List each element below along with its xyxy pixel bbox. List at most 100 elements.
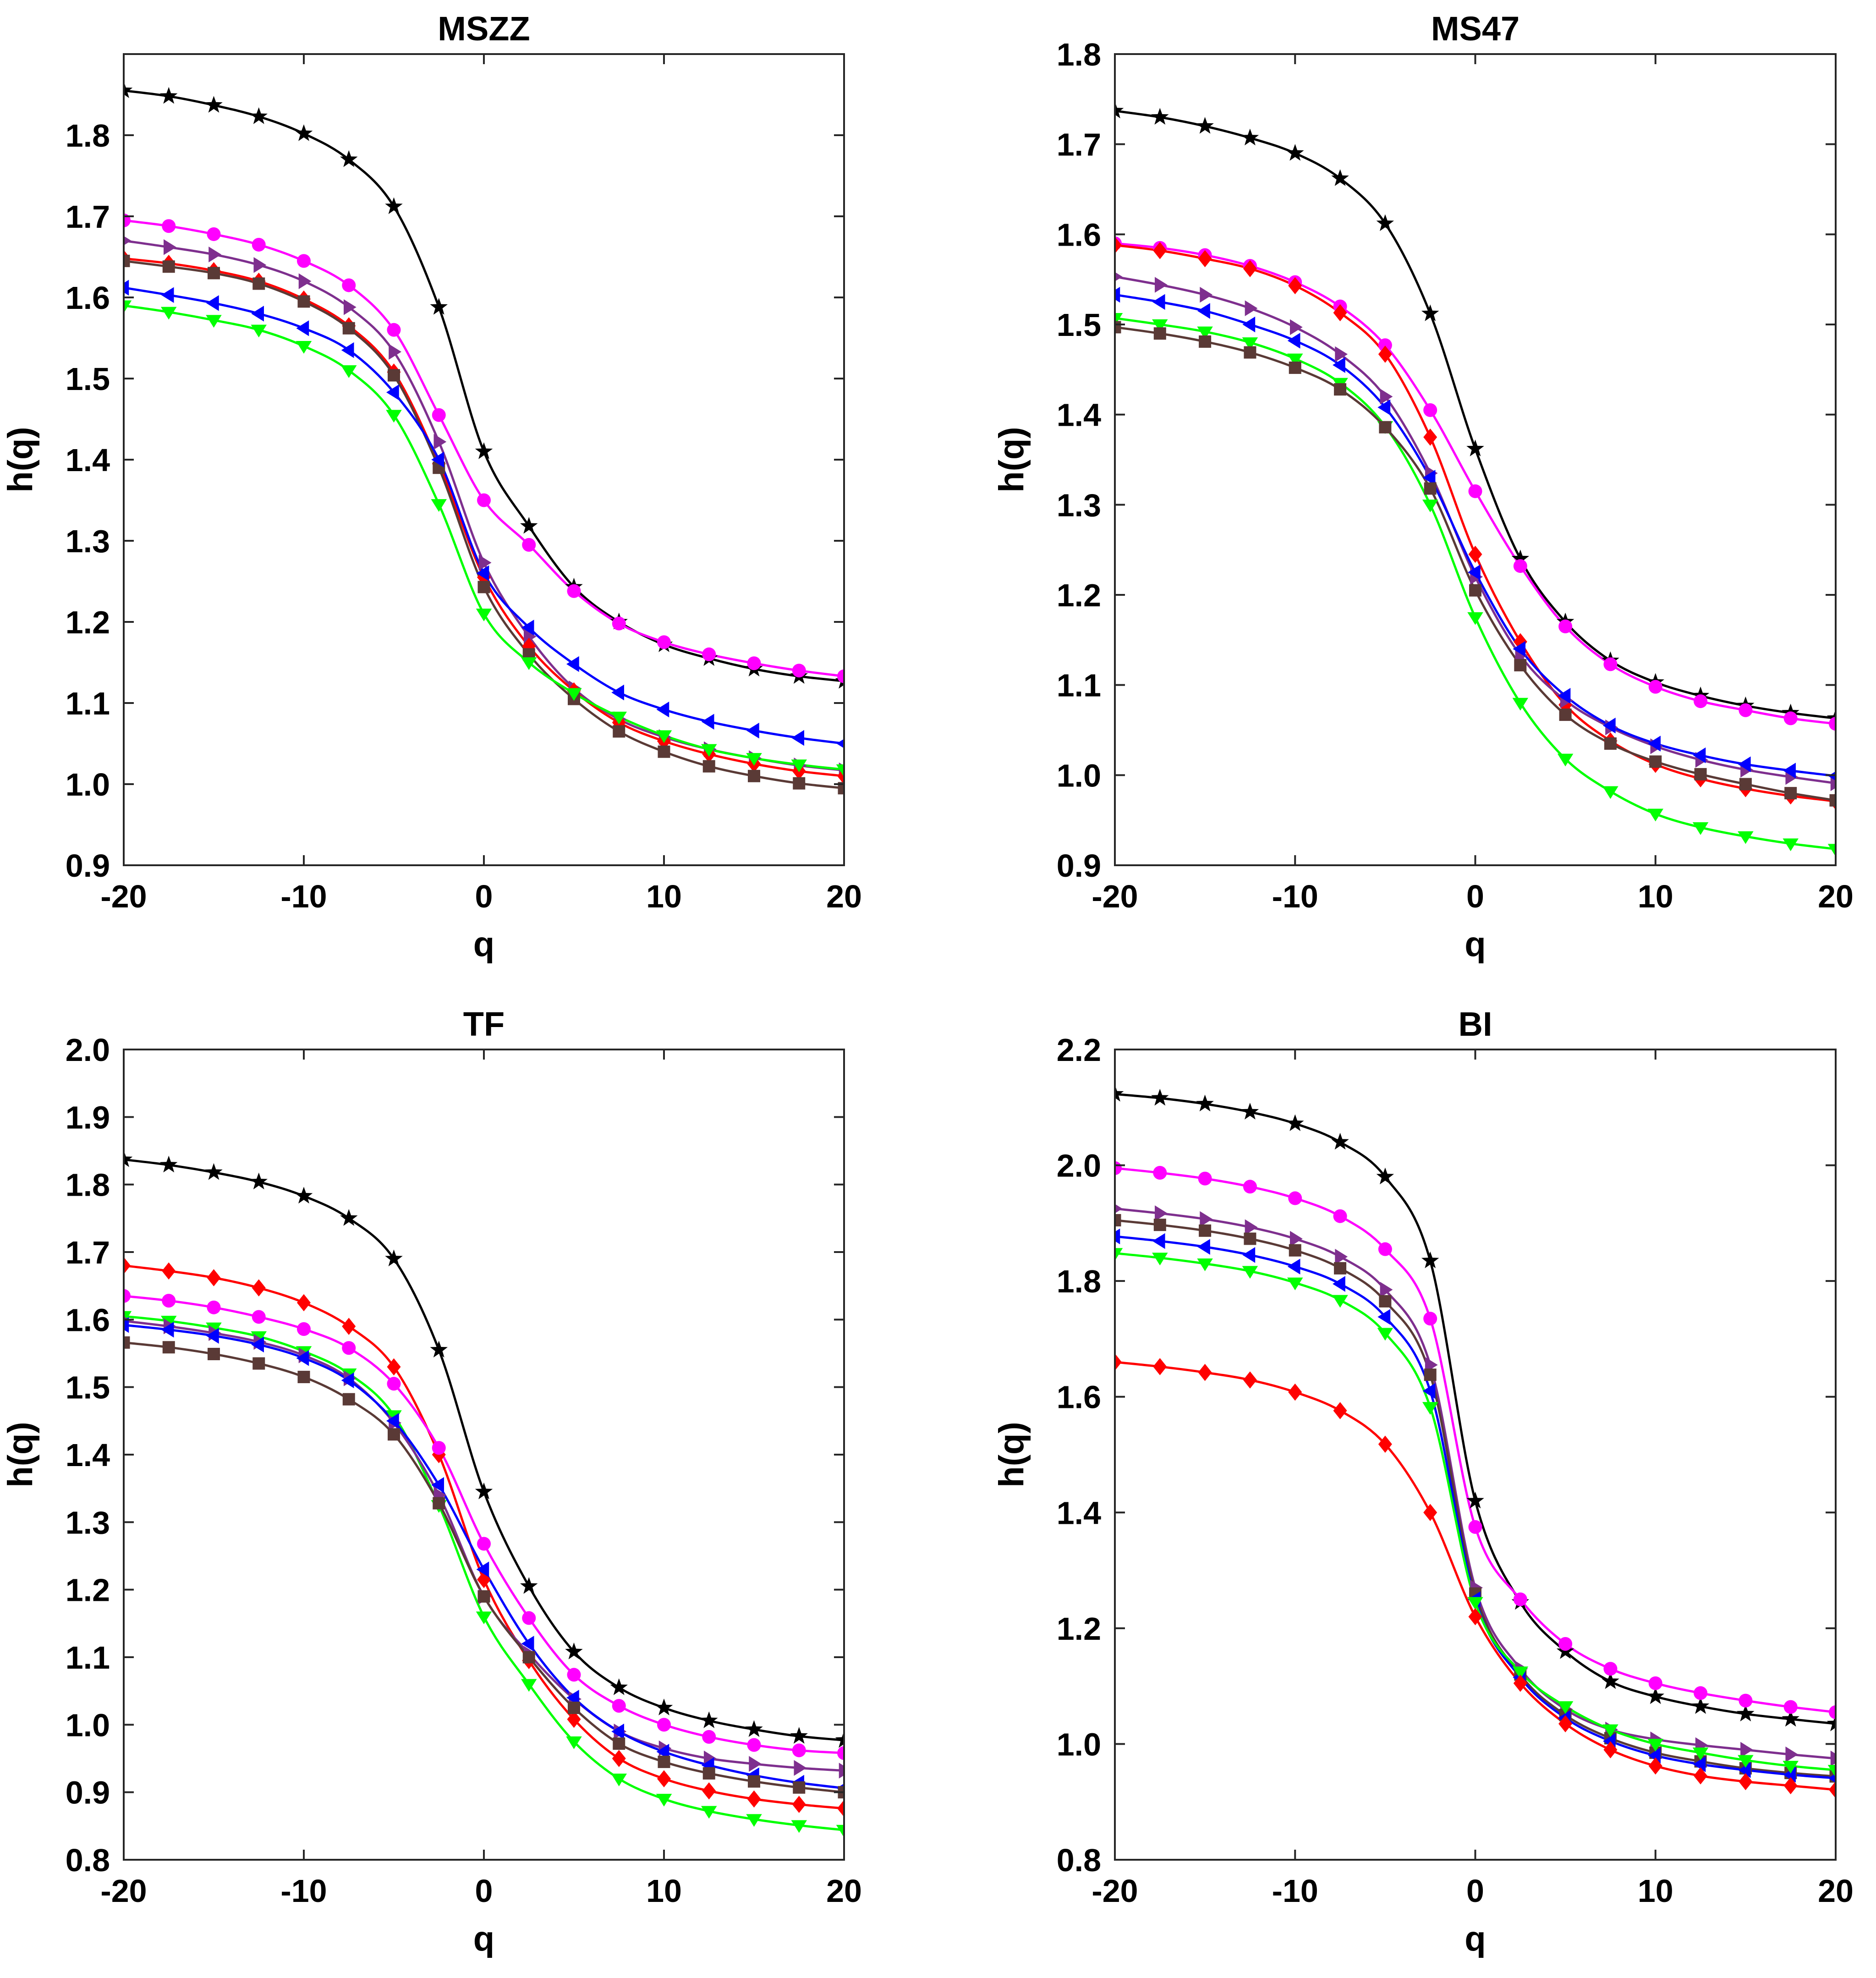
data-point-brown <box>1379 421 1392 434</box>
data-point-magenta <box>522 538 536 552</box>
data-point-green <box>791 759 807 773</box>
data-point-black <box>520 1577 538 1594</box>
x-tick-label: -20 <box>100 1873 147 1909</box>
data-point-blue <box>296 1350 309 1366</box>
data-point-blue <box>1648 1747 1661 1764</box>
data-point-green <box>1115 1248 1123 1261</box>
data-point-black <box>1782 1709 1799 1727</box>
data-point-blue <box>161 287 174 303</box>
data-point-purple <box>208 246 221 263</box>
data-point-red <box>1558 1715 1573 1732</box>
data-point-green <box>1692 822 1709 835</box>
data-point-magenta <box>657 635 671 649</box>
data-point-magenta <box>792 664 806 678</box>
data-point-blue <box>341 342 354 358</box>
data-point-magenta <box>207 1300 221 1314</box>
data-point-black <box>205 96 223 113</box>
y-tick-label: 1.9 <box>66 1099 110 1135</box>
data-point-red <box>837 1800 844 1817</box>
data-point-black <box>1646 1687 1664 1704</box>
data-point-brown <box>1784 787 1797 800</box>
data-point-brown <box>162 1341 175 1354</box>
data-point-blue <box>1513 641 1526 657</box>
y-tick-label: 2.2 <box>1057 1032 1101 1068</box>
data-point-brown <box>1424 482 1437 495</box>
data-point-green <box>1692 1747 1709 1760</box>
data-point-black <box>1827 1714 1836 1731</box>
data-point-black <box>745 1720 763 1737</box>
y-tick-label: 1.2 <box>66 1572 110 1608</box>
data-point-magenta <box>297 254 311 268</box>
data-point-magenta <box>1783 1700 1798 1714</box>
x-tick-label: 20 <box>1818 879 1854 914</box>
y-tick-label: 1.8 <box>1057 37 1101 72</box>
data-point-black <box>1376 214 1394 231</box>
data-point-purple <box>433 434 447 450</box>
y-tick-label: 0.8 <box>1057 1842 1101 1878</box>
data-point-magenta <box>342 1341 356 1355</box>
data-point-magenta <box>1333 1209 1347 1223</box>
data-point-blue <box>124 1317 129 1333</box>
y-tick-label: 1.7 <box>66 199 110 235</box>
data-point-brown <box>208 1347 220 1360</box>
data-point-red <box>1603 1741 1618 1758</box>
data-point-brown <box>1289 361 1301 374</box>
y-tick-label: 0.9 <box>66 848 110 884</box>
data-point-brown <box>342 1393 355 1406</box>
y-tick-label: 1.2 <box>1057 1611 1101 1647</box>
data-point-magenta <box>432 408 446 422</box>
data-point-black <box>1331 169 1349 186</box>
data-point-black <box>835 1731 844 1748</box>
data-point-magenta <box>1648 680 1662 694</box>
data-point-blue <box>1152 1233 1165 1249</box>
data-point-green <box>1647 1739 1663 1752</box>
data-point-red <box>1468 1608 1482 1626</box>
data-point-red <box>1783 1777 1798 1795</box>
data-point-magenta <box>1694 694 1708 709</box>
y-tick-label: 1.5 <box>1057 307 1101 343</box>
y-tick-label: 1.5 <box>66 361 110 397</box>
data-point-black <box>1737 1704 1755 1722</box>
data-point-purple <box>298 273 312 289</box>
data-point-magenta <box>747 656 761 670</box>
data-point-blue <box>1152 294 1165 310</box>
data-point-green <box>701 1806 717 1819</box>
data-point-green <box>1422 500 1438 512</box>
y-tick-label: 1.1 <box>66 1640 110 1676</box>
data-point-blue <box>386 384 399 401</box>
data-point-black <box>124 81 133 98</box>
data-point-magenta <box>837 1746 844 1760</box>
data-point-magenta <box>124 1289 131 1303</box>
x-tick-label: -10 <box>280 879 327 914</box>
data-point-brown <box>297 295 310 308</box>
chart-panel-mszz: -20 -10 0 10 20 0.9 1.0 1.1 1.2 1.3 1.4 1.5 1.6 1.7 1.… <box>1 10 862 964</box>
data-point-blue <box>521 1636 534 1652</box>
data-point-green <box>1557 753 1574 767</box>
data-point-green <box>791 1820 807 1833</box>
data-point-black <box>1196 117 1214 134</box>
data-point-green <box>1242 337 1258 350</box>
data-point-brown <box>1649 755 1662 768</box>
data-point-green <box>476 609 492 621</box>
x-axis-label: q <box>473 1919 494 1958</box>
data-point-black <box>385 1249 403 1267</box>
data-point-black <box>340 1209 358 1226</box>
data-point-purple <box>794 1760 807 1776</box>
plot-area <box>124 1150 844 1838</box>
y-axis-label: h(q) <box>1 1422 40 1487</box>
data-point-brown <box>1424 1368 1437 1381</box>
data-point-brown <box>208 267 220 280</box>
x-axis-label: q <box>1465 925 1486 964</box>
y-tick-label: 1.0 <box>1057 758 1101 793</box>
data-point-brown <box>433 1497 445 1510</box>
data-point-red <box>124 1257 131 1275</box>
data-point-brown <box>1334 383 1347 396</box>
data-point-magenta <box>477 1537 491 1551</box>
data-point-magenta <box>1378 1242 1392 1256</box>
x-tick-label: 0 <box>1466 879 1484 914</box>
data-point-brown <box>388 1428 400 1441</box>
data-point-blue <box>476 1561 489 1577</box>
x-tick-label: 10 <box>646 1873 682 1909</box>
data-point-blue <box>1333 357 1345 373</box>
data-point-magenta <box>252 237 266 252</box>
